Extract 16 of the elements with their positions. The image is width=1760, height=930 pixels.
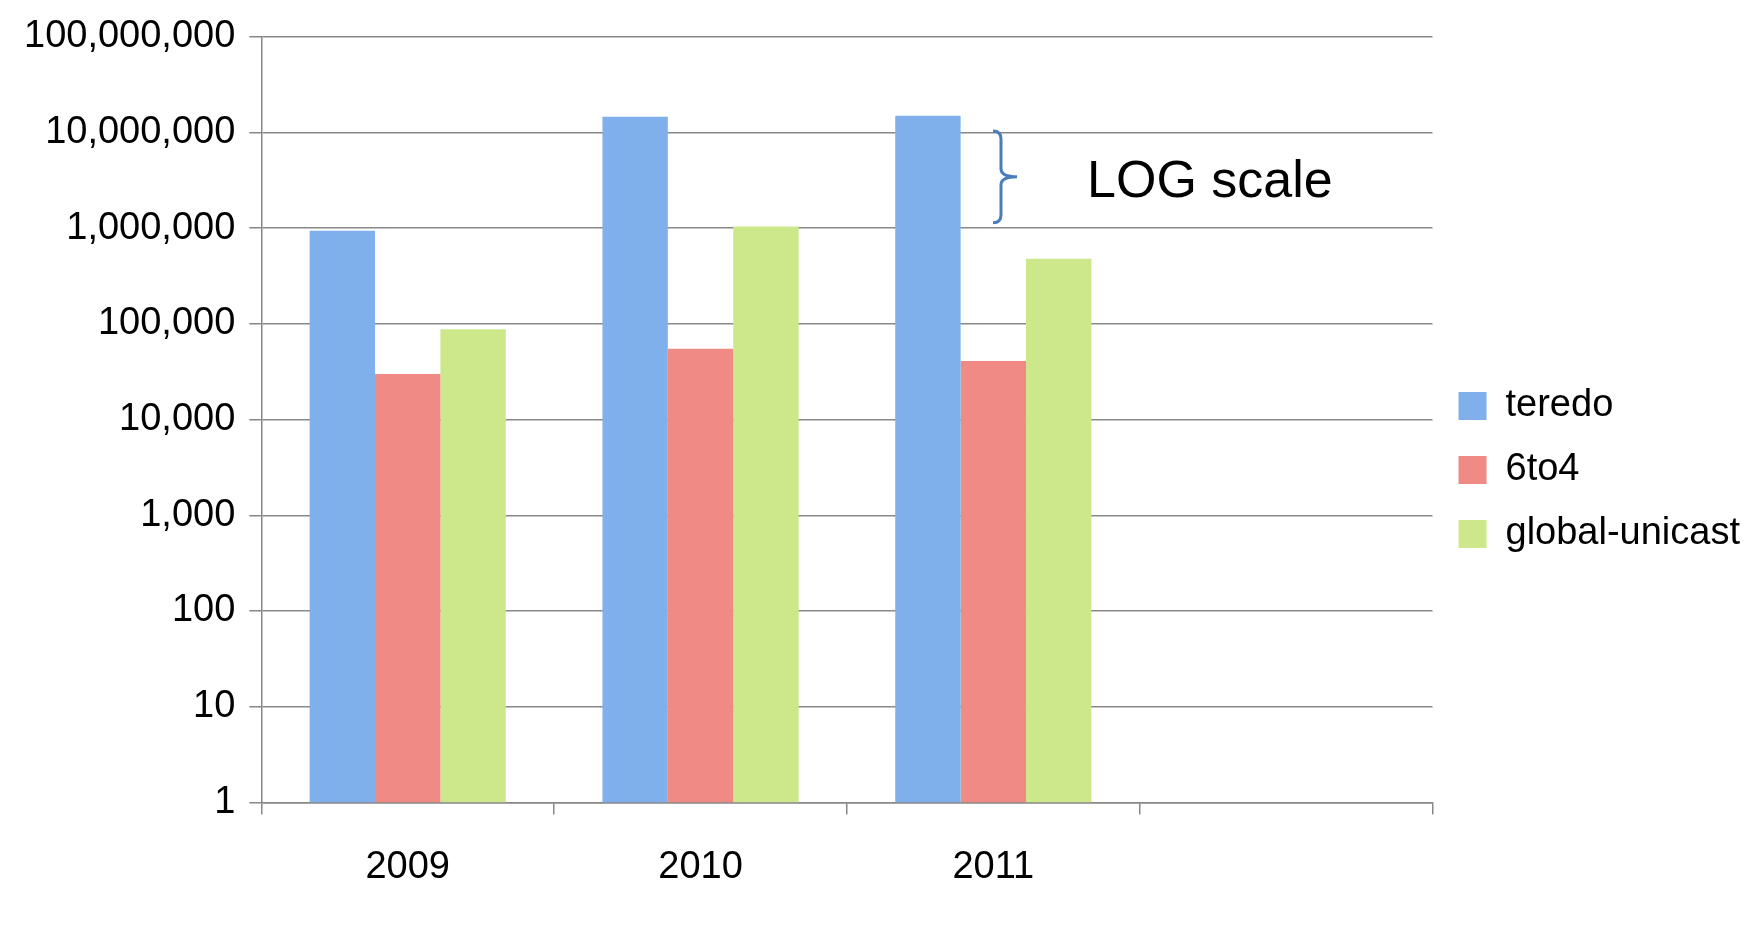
x-tick-label: 2011 <box>952 843 1035 886</box>
y-tick-label: 100,000,000 <box>23 13 236 56</box>
y-tick-label: 10,000 <box>119 396 236 439</box>
y-tick-label: 100 <box>171 587 236 630</box>
y-tick-label: 1,000,000 <box>66 204 236 247</box>
legend-label: teredo <box>1505 382 1614 425</box>
y-tick-label: 1,000 <box>140 491 236 534</box>
x-tick-label: 2010 <box>658 843 743 886</box>
x-tick-label: 2009 <box>365 843 450 886</box>
legend-label: 6to4 <box>1505 446 1580 489</box>
y-tick-label: 10,000,000 <box>45 108 236 151</box>
y-tick-label: 100,000 <box>97 300 236 343</box>
y-tick-label: 1 <box>214 778 236 821</box>
annotation: LOG scale <box>1087 149 1333 208</box>
legend-label: global-unicast <box>1505 510 1741 553</box>
y-tick-label: 10 <box>193 683 236 726</box>
